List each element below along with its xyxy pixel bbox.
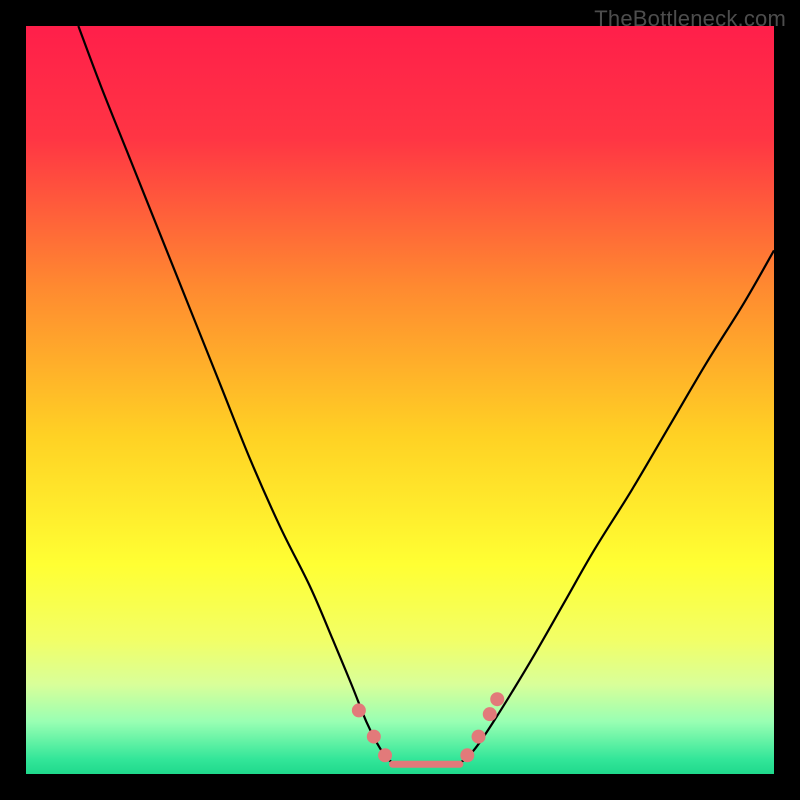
- marker-point: [472, 730, 486, 744]
- marker-point: [483, 707, 497, 721]
- chart-plot-bg: [26, 26, 774, 774]
- marker-point: [460, 748, 474, 762]
- marker-point: [378, 748, 392, 762]
- watermark-text: TheBottleneck.com: [594, 6, 786, 32]
- marker-point: [367, 730, 381, 744]
- marker-point: [352, 703, 366, 717]
- marker-point: [490, 692, 504, 706]
- chart-container: TheBottleneck.com: [0, 0, 800, 800]
- bottleneck-chart: [0, 0, 800, 800]
